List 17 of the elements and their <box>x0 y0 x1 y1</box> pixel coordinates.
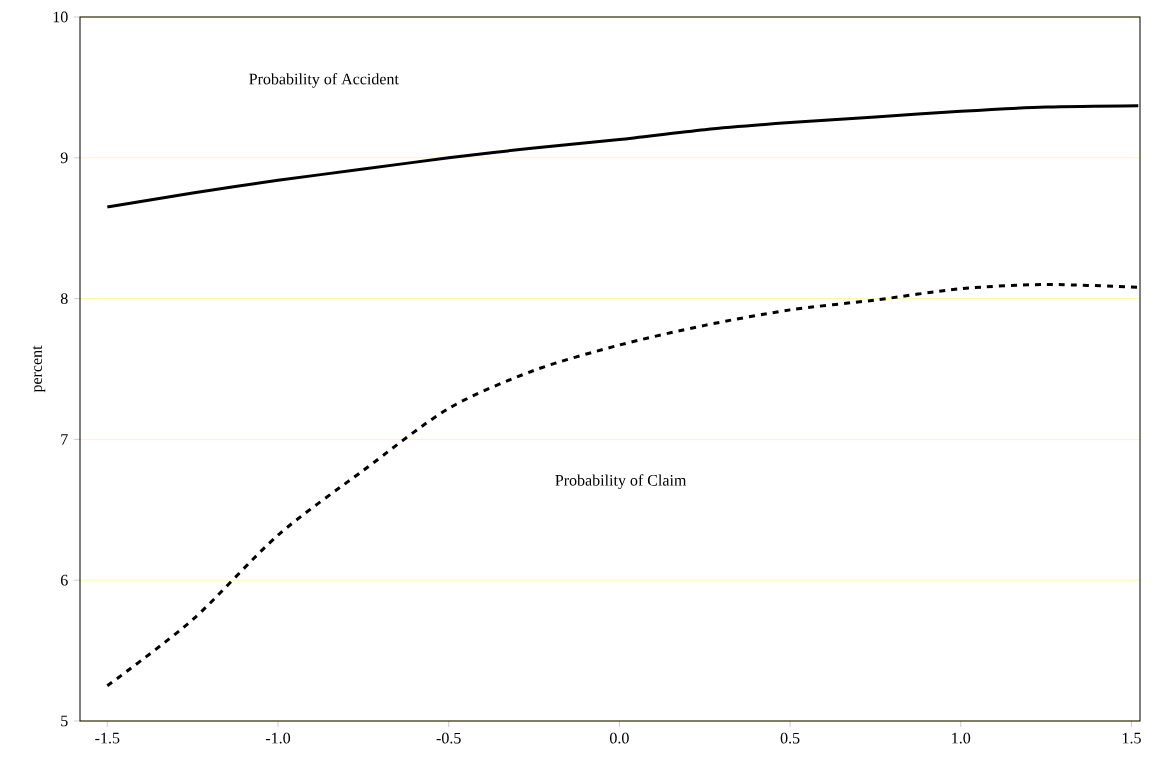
annotation: Probability of Claim <box>555 474 687 489</box>
x-tick-label: 0.5 <box>780 732 800 744</box>
y-tick-label: 6 <box>60 574 68 586</box>
x-tick-label: -0.5 <box>436 732 461 744</box>
x-tick-label: 1.5 <box>1122 732 1141 744</box>
y-tick-label: 5 <box>61 715 68 727</box>
annotation: Probability of Accident <box>249 73 399 88</box>
x-tick-label: -1.5 <box>95 732 120 744</box>
line-series <box>105 283 1140 688</box>
x-tick-label: 1.0 <box>952 732 971 744</box>
y-tick-label: 7 <box>61 434 68 445</box>
x-tick-label: -1.0 <box>265 732 291 744</box>
y-tick-label: 10 <box>53 11 68 23</box>
y-axis-title: percent <box>32 345 46 393</box>
y-tick-label: 9 <box>60 152 68 164</box>
x-tick-label: 0.0 <box>609 732 629 744</box>
y-tick-label: 8 <box>60 293 68 304</box>
